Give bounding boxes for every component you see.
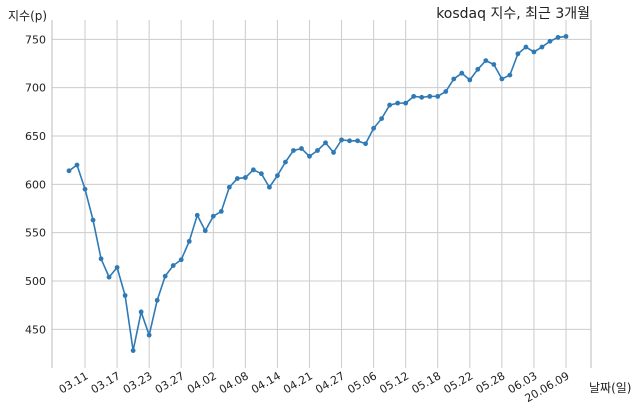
data-point	[443, 89, 449, 94]
data-point	[106, 274, 112, 280]
data-point	[387, 102, 393, 108]
data-point	[98, 256, 104, 262]
y-tick-label: 450	[25, 323, 46, 336]
y-tick-label: 650	[25, 130, 46, 143]
data-point	[499, 76, 505, 82]
data-point	[82, 186, 88, 192]
data-point	[523, 44, 529, 50]
data-point	[258, 171, 264, 177]
data-point	[531, 49, 537, 55]
data-point	[194, 212, 200, 218]
x-tick-label: 04.08	[217, 369, 251, 396]
data-point	[331, 150, 336, 155]
data-point	[283, 159, 288, 165]
data-point	[90, 217, 96, 223]
data-point	[226, 184, 232, 190]
x-tick-label: 05.22	[442, 369, 476, 396]
data-point	[154, 297, 160, 303]
x-tick-label: 04.14	[249, 369, 283, 396]
data-point	[323, 140, 328, 146]
data-point	[363, 141, 368, 147]
data-point	[299, 146, 304, 151]
data-point	[74, 162, 80, 168]
x-tick-label: 05.28	[474, 369, 508, 396]
y-tick-label: 750	[25, 33, 46, 46]
y-tick-label: 500	[25, 275, 46, 288]
y-tick-labels: 450 500 550 600 650 700 750	[25, 33, 46, 336]
data-point	[210, 213, 216, 219]
series-line	[68, 35, 567, 351]
data-point	[435, 93, 441, 99]
data-point	[307, 153, 312, 159]
data-point	[242, 175, 248, 180]
grid-lines	[52, 20, 591, 368]
data-point	[515, 51, 521, 57]
y-axis-label: 지수(p)	[8, 9, 47, 23]
data-point	[563, 34, 569, 39]
data-point	[146, 332, 152, 338]
data-point	[186, 238, 192, 244]
data-point	[315, 148, 320, 153]
data-point	[379, 116, 385, 121]
data-point	[403, 100, 409, 106]
data-point	[475, 66, 481, 72]
data-point	[275, 173, 280, 179]
data-point	[138, 309, 144, 315]
x-tick-label: 03.17	[89, 369, 123, 396]
x-tick-label: 04.02	[185, 369, 219, 396]
data-point	[371, 125, 377, 131]
data-point	[467, 77, 473, 83]
data-point	[234, 176, 240, 181]
y-tick-label: 550	[25, 227, 46, 240]
data-point	[539, 44, 545, 50]
data-point	[355, 138, 360, 144]
data-point	[555, 35, 561, 40]
data-point	[66, 168, 72, 174]
data-point	[547, 38, 553, 44]
data-point	[267, 184, 272, 190]
y-tick-label: 700	[25, 82, 46, 95]
data-point	[427, 93, 433, 99]
y-tick-label: 600	[25, 178, 46, 191]
x-tick-label: 03.27	[153, 369, 187, 396]
data-point	[130, 348, 136, 353]
data-point	[202, 228, 208, 234]
x-tick-label: 04.21	[281, 369, 315, 396]
x-tick-label: 05.18	[409, 369, 443, 396]
data-point	[122, 293, 128, 298]
data-point	[483, 58, 489, 63]
data-point	[491, 62, 497, 67]
data-point	[218, 209, 224, 214]
data-point	[411, 93, 417, 99]
data-point	[339, 137, 344, 143]
x-axis-label: 날짜(일)	[589, 381, 631, 395]
data-point	[250, 167, 256, 173]
x-tick-label: 03.11	[57, 369, 91, 396]
data-point	[114, 265, 120, 270]
data-point	[395, 100, 401, 106]
x-tick-label: 05.12	[377, 369, 411, 396]
data-point	[170, 263, 176, 268]
series-kosdaq	[66, 34, 569, 353]
data-point	[178, 257, 184, 263]
data-point	[419, 94, 425, 100]
x-tick-label: 04.27	[313, 369, 347, 396]
data-point	[347, 138, 352, 144]
x-tick-label: 03.23	[121, 369, 155, 396]
data-point	[451, 76, 457, 82]
x-tick-labels: 03.1103.1703.2303.2704.0204.0804.1404.21…	[57, 369, 572, 405]
data-point	[507, 72, 513, 78]
axis-lines	[51, 20, 592, 368]
chart-title: kosdaq 지수, 최근 3개월	[436, 6, 590, 22]
data-point	[291, 148, 296, 153]
data-point	[162, 273, 168, 279]
data-point	[459, 70, 465, 76]
x-tick-label: 05.06	[345, 369, 379, 396]
